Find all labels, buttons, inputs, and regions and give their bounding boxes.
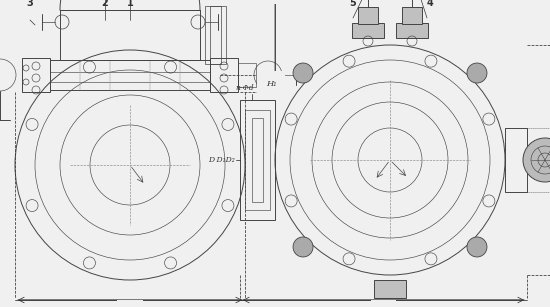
Text: 3: 3 [26, 0, 34, 8]
Bar [210, 6, 226, 64]
Bar [402, 7, 422, 24]
Bar [210, 58, 238, 92]
Bar [22, 58, 50, 92]
Bar [252, 118, 263, 202]
Bar [352, 23, 384, 38]
Bar [238, 63, 256, 87]
Circle shape [293, 237, 313, 257]
Text: n-Φd: n-Φd [235, 84, 254, 92]
Text: H₁: H₁ [266, 80, 276, 87]
Circle shape [293, 63, 313, 83]
Text: 1: 1 [126, 0, 133, 8]
Circle shape [467, 63, 487, 83]
Bar [358, 7, 378, 24]
Bar [50, 60, 210, 90]
Bar [205, 6, 221, 64]
Bar [240, 100, 275, 220]
Bar [245, 110, 270, 210]
Bar [60, 10, 200, 60]
Circle shape [467, 237, 487, 257]
Text: 4: 4 [427, 0, 433, 8]
Bar [374, 280, 406, 298]
Bar [396, 23, 428, 38]
Text: D D₁D₂: D D₁D₂ [208, 156, 235, 164]
Circle shape [523, 138, 550, 182]
Bar [505, 128, 527, 192]
Text: 2: 2 [102, 0, 108, 8]
Text: 5: 5 [350, 0, 356, 8]
